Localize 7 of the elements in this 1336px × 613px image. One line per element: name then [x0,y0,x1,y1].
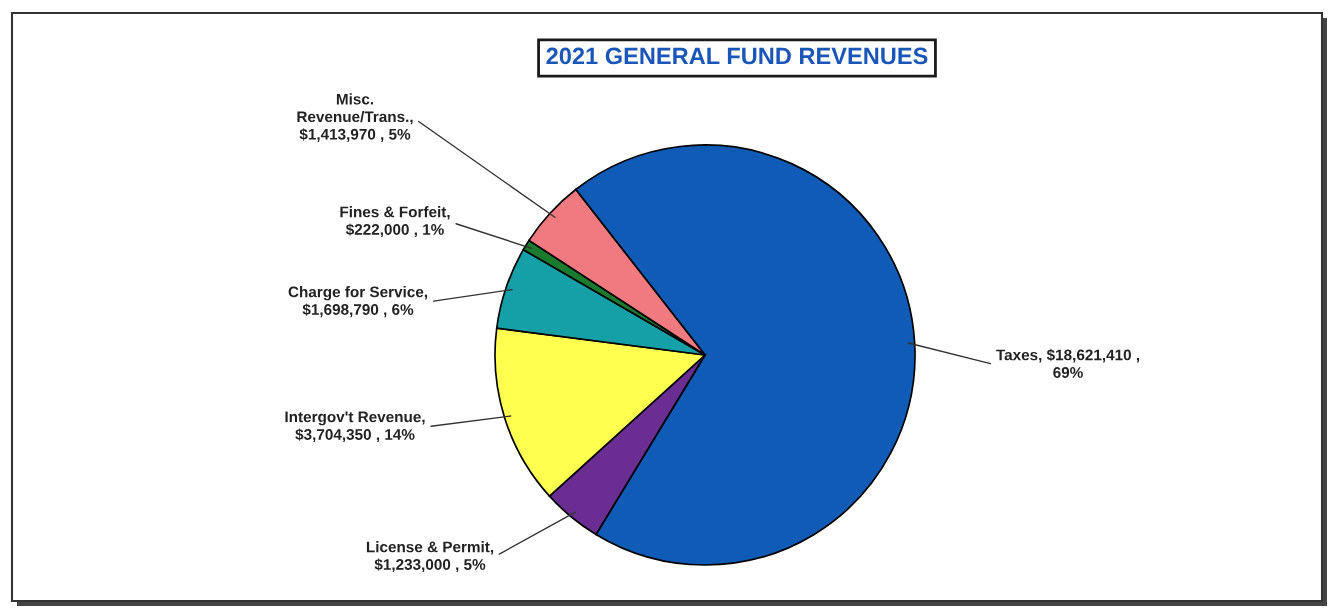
slice-label: Intergov't Revenue, $3,704,350 , 14% [285,411,425,443]
slice-label: Charge for Service, $1,698,790 , 6% [288,286,428,318]
chart-title: 2021 GENERAL FUND REVENUES [546,47,928,65]
slice-label: Fines & Forfeit, $222,000 , 1% [340,206,450,238]
slice-label: Taxes, $18,621,410 , 69% [996,348,1140,378]
slice-label: License & Permit, $1,233,000 , 5% [366,541,494,573]
slice-label: Misc. Revenue/Trans., $1,413,970 , 5% [297,93,413,142]
